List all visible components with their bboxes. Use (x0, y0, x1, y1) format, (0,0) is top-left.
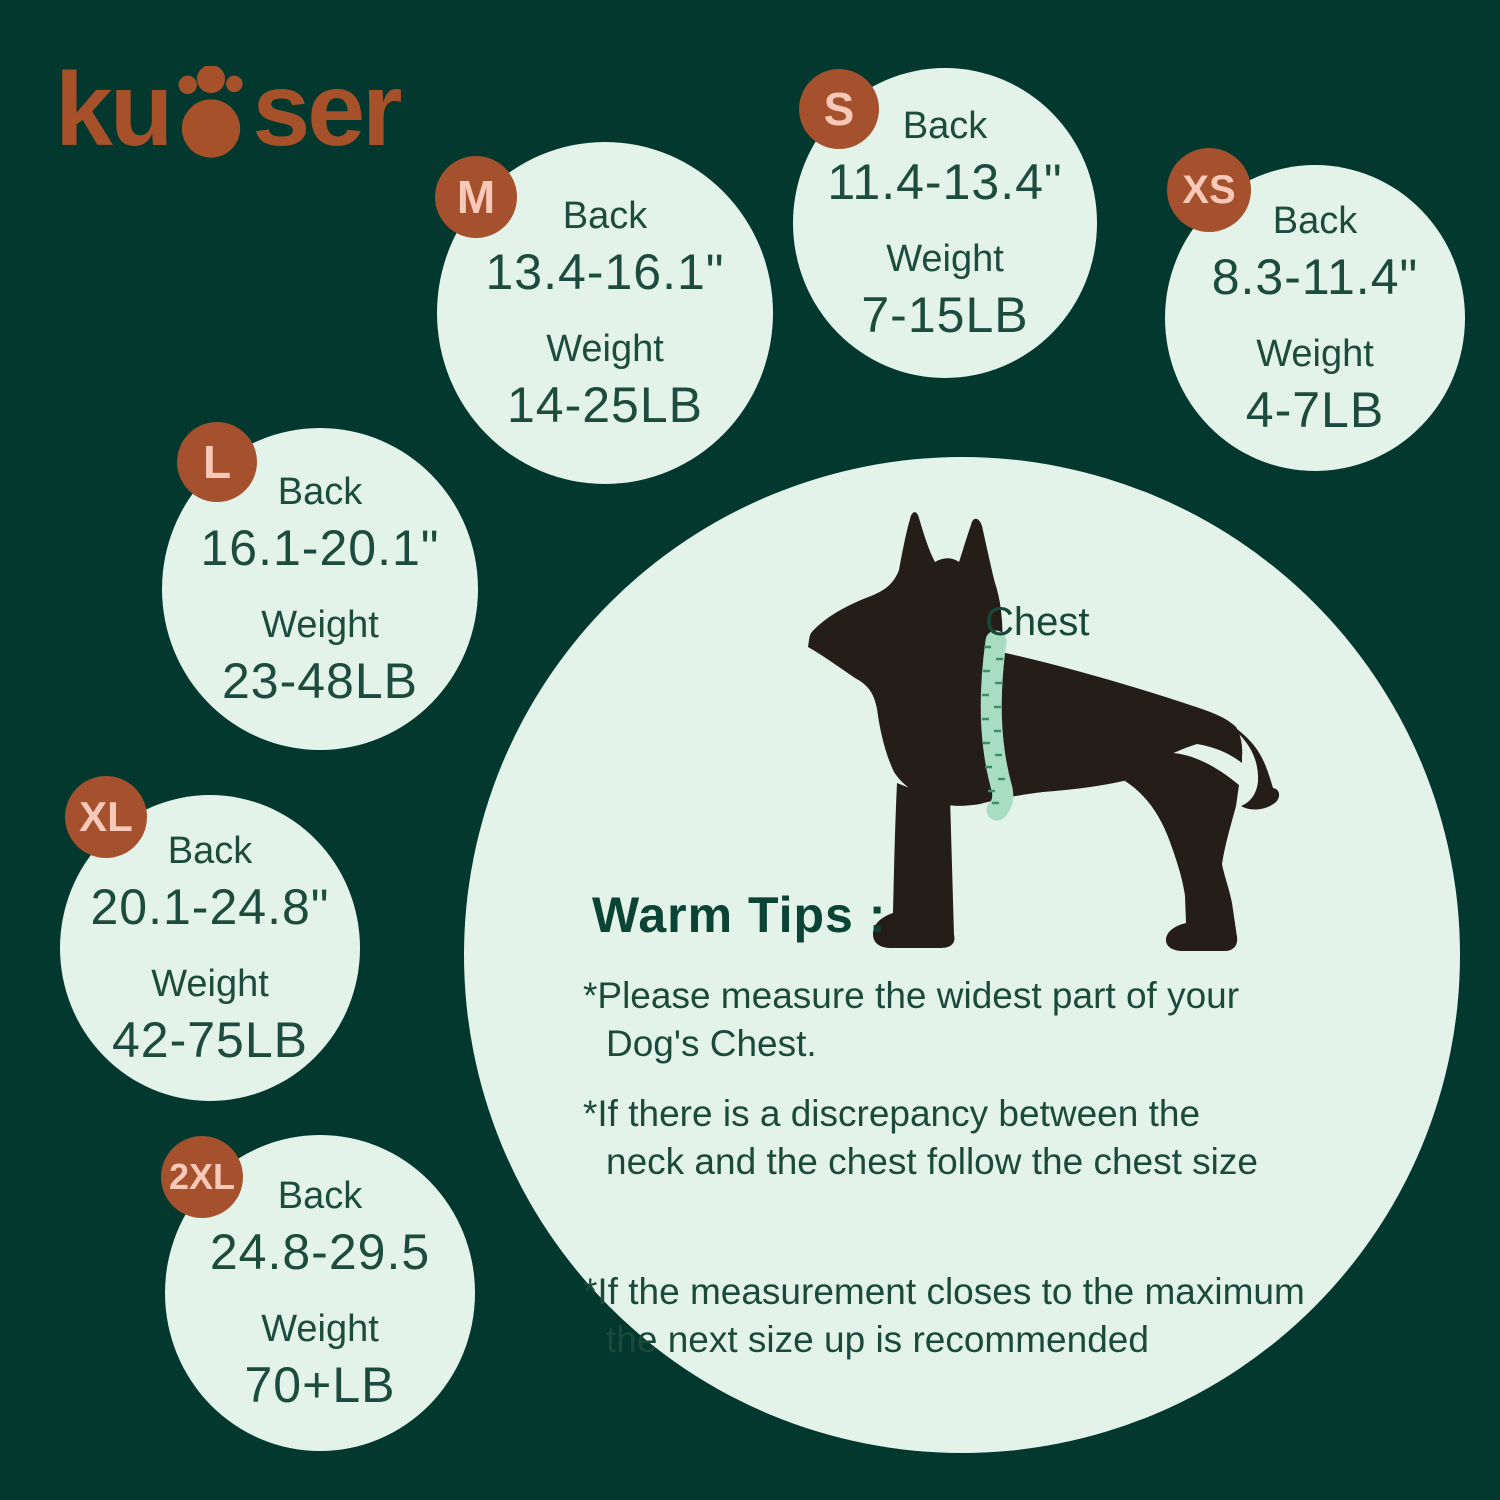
chest-label: Chest (985, 600, 1090, 644)
weight-value: 4-7LB (1245, 381, 1385, 438)
size-badge-l: L (177, 422, 257, 502)
back-label: Back (167, 830, 253, 873)
weight-value: 14-25LB (506, 376, 704, 433)
warm-tip-2: *If there is a discrepancy between the n… (583, 1093, 1258, 1182)
weight-label: Weight (1256, 333, 1374, 375)
back-value: 20.1-24.8" (90, 879, 330, 935)
size-circle-s: S Back 11.4-13.4" Weight 7-15LB (793, 68, 1097, 378)
back-label: Back (277, 471, 363, 514)
weight-label: Weight (546, 328, 664, 370)
size-circle-l: L Back 16.1-20.1" Weight 23-48LB (162, 422, 478, 750)
back-value: 13.4-16.1" (485, 244, 725, 300)
paw-icon (178, 66, 243, 158)
weight-label: Weight (151, 963, 269, 1005)
back-label: Back (562, 195, 648, 238)
weight-value: 70+LB (244, 1356, 396, 1413)
back-value: 8.3-11.4" (1211, 249, 1419, 305)
weight-value: 7-15LB (861, 286, 1029, 343)
brand-logo: ku ser (55, 52, 403, 168)
dog-silhouette-image (808, 512, 1280, 951)
size-badge-xs: XS (1167, 148, 1251, 232)
weight-value: 42-75LB (111, 1011, 309, 1068)
weight-label: Weight (886, 238, 1004, 280)
warm-tips-heading: Warm Tips : (592, 887, 887, 943)
weight-label: Weight (261, 1308, 379, 1350)
back-value: 16.1-20.1" (200, 520, 440, 576)
back-value: 11.4-13.4" (827, 154, 1063, 210)
size-circle-xl: XL Back 20.1-24.8" Weight 42-75LB (60, 776, 360, 1101)
weight-value: 23-48LB (221, 652, 419, 709)
logo-text-suffix: ser (252, 52, 402, 168)
size-badge-xl: XL (65, 776, 147, 858)
size-badge-2xl: 2XL (161, 1136, 243, 1218)
back-label: Back (902, 105, 988, 148)
size-circle-2xl: 2XL Back 24.8-29.5 Weight 70+LB (161, 1135, 475, 1451)
size-circle-xs: XS Back 8.3-11.4" Weight 4-7LB (1165, 148, 1465, 471)
size-badge-m: M (435, 156, 517, 238)
measuring-tape-icon (980, 630, 1014, 821)
warm-tip-1: *Please measure the widest part of your … (583, 975, 1240, 1064)
logo-text-prefix: ku (55, 52, 173, 168)
weight-label: Weight (261, 604, 379, 646)
back-label: Back (1272, 200, 1358, 243)
back-label: Back (277, 1175, 363, 1218)
size-circle-m: M Back 13.4-16.1" Weight 14-25LB (435, 142, 773, 484)
size-badge-s: S (799, 69, 879, 149)
warm-tip-3: *If the measurement closes to the maximu… (583, 1271, 1305, 1360)
back-value: 24.8-29.5 (209, 1224, 431, 1280)
